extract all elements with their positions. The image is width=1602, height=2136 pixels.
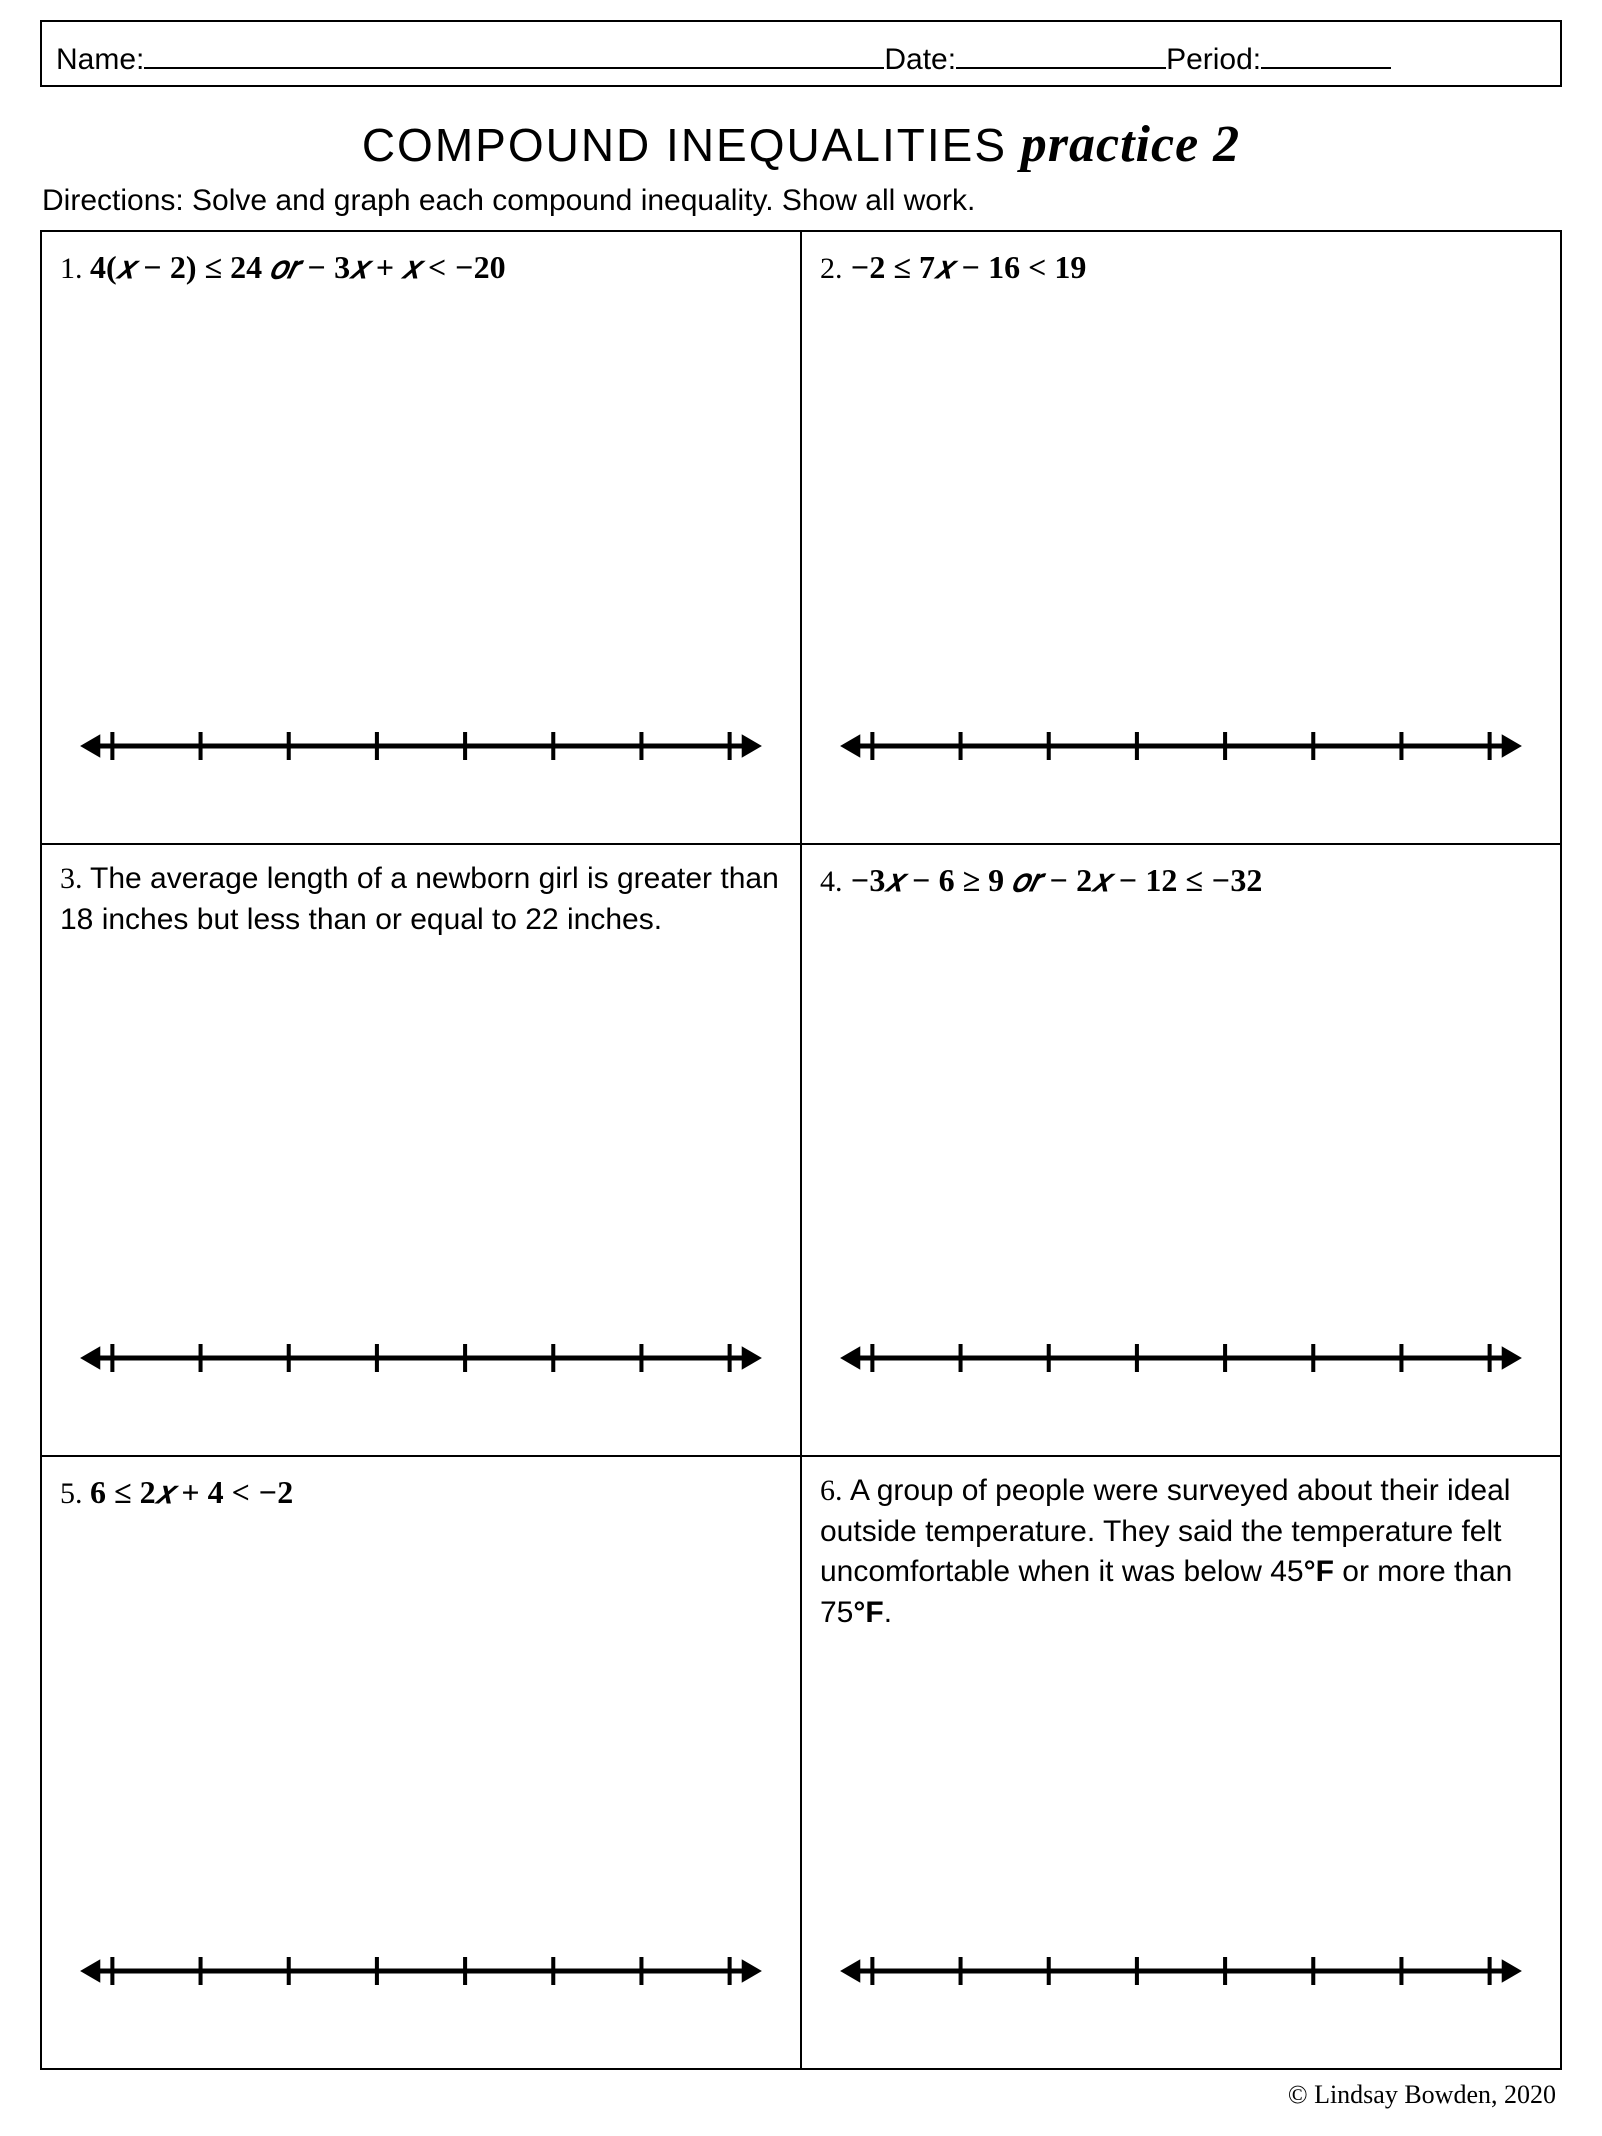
number-line [60, 1946, 782, 1996]
problem-number: 2. [820, 252, 850, 285]
problem-number: 6. [820, 1474, 850, 1507]
copyright: © Lindsay Bowden, 2020 [40, 2080, 1562, 2110]
problem-expression: The average length of a newborn girl is … [60, 862, 779, 936]
period-label: Period: [1166, 43, 1261, 77]
date-blank[interactable] [956, 36, 1166, 69]
problem-prompt: 6. A group of people were surveyed about… [820, 1471, 1542, 1633]
problem-cell: 5. 6 ≤ 2𝑥 + 4 < −2 [42, 1456, 801, 2068]
problem-number: 5. [60, 1477, 90, 1510]
problem-prompt: 2. −2 ≤ 7𝑥 − 16 < 19 [820, 246, 1542, 290]
number-line [820, 1333, 1542, 1383]
name-label: Name: [56, 43, 144, 77]
number-line [820, 1946, 1542, 1996]
problem-cell: 6. A group of people were surveyed about… [801, 1456, 1560, 2068]
problem-grid: 1. 4(𝑥 − 2) ≤ 24 𝑜𝑟 − 3𝑥 + 𝑥 < −20 2. −2… [40, 230, 1562, 2070]
problem-prompt: 3. The average length of a newborn girl … [60, 859, 782, 940]
directions: Directions: Solve and graph each compoun… [42, 184, 1562, 218]
number-line [60, 1333, 782, 1383]
problem-cell: 4. −3𝑥 − 6 ≥ 9 𝑜𝑟 − 2𝑥 − 12 ≤ −32 [801, 844, 1560, 1456]
problem-prompt: 1. 4(𝑥 − 2) ≤ 24 𝑜𝑟 − 3𝑥 + 𝑥 < −20 [60, 246, 782, 290]
problem-number: 1. [60, 252, 90, 285]
problem-expression: A group of people were surveyed about th… [820, 1474, 1512, 1629]
problem-number: 4. [820, 865, 850, 898]
problem-expression: 4(𝑥 − 2) ≤ 24 𝑜𝑟 − 3𝑥 + 𝑥 < −20 [90, 249, 506, 285]
period-blank[interactable] [1261, 36, 1391, 69]
problem-cell: 2. −2 ≤ 7𝑥 − 16 < 19 [801, 232, 1560, 844]
header-box: Name: Date: Period: [40, 20, 1562, 87]
problem-cell: 3. The average length of a newborn girl … [42, 844, 801, 1456]
problem-expression: −3𝑥 − 6 ≥ 9 𝑜𝑟 − 2𝑥 − 12 ≤ −32 [850, 862, 1262, 898]
page-title: COMPOUND INEQUALITIES practice 2 [40, 115, 1562, 174]
problem-number: 3. [60, 862, 90, 895]
title-sub: practice 2 [1021, 116, 1240, 173]
number-line [60, 721, 782, 771]
problem-expression: −2 ≤ 7𝑥 − 16 < 19 [850, 249, 1086, 285]
date-label: Date: [884, 43, 956, 77]
number-line [820, 721, 1542, 771]
problem-expression: 6 ≤ 2𝑥 + 4 < −2 [90, 1474, 293, 1510]
name-blank[interactable] [144, 36, 884, 69]
problem-prompt: 4. −3𝑥 − 6 ≥ 9 𝑜𝑟 − 2𝑥 − 12 ≤ −32 [820, 859, 1542, 903]
problem-prompt: 5. 6 ≤ 2𝑥 + 4 < −2 [60, 1471, 782, 1515]
title-main: COMPOUND INEQUALITIES [362, 119, 1007, 171]
problem-cell: 1. 4(𝑥 − 2) ≤ 24 𝑜𝑟 − 3𝑥 + 𝑥 < −20 [42, 232, 801, 844]
